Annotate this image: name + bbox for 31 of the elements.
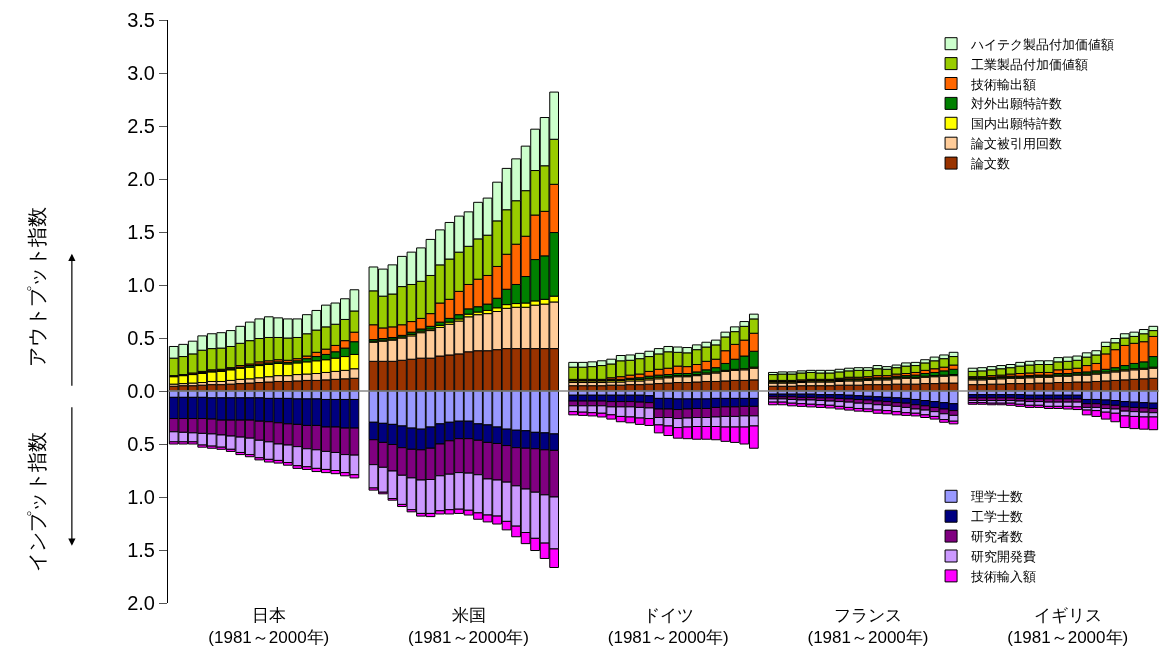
y-tick-label: 2.0	[127, 592, 155, 614]
y-tick-label: 3.0	[127, 62, 155, 84]
legend-label: 論文数	[971, 156, 1011, 172]
y-tick-label: 1.0	[127, 274, 155, 296]
x-tick-label: フランス (1981～2000年)	[807, 606, 929, 648]
y-tick-label: 1.5	[127, 539, 155, 561]
y-tick-label: 3.5	[127, 9, 155, 31]
x-tick-label: イギリス (1981～2000年)	[1007, 606, 1129, 648]
legend-label: 工学士数	[971, 509, 1024, 525]
x-tick-label: 米国 (1981～2000年)	[408, 606, 530, 648]
text: アウトプット指数	[26, 207, 49, 368]
y-tick-label: 1.5	[127, 221, 155, 243]
legend-label: 研究開発費	[971, 549, 1037, 565]
legend-label: 国内出願特許数	[971, 116, 1063, 132]
legend-label: 研究者数	[971, 529, 1024, 545]
y-tick-label: 2.5	[127, 115, 155, 137]
y-tick-label: 0.5	[127, 327, 155, 349]
y-tick-label: 1.0	[127, 486, 155, 508]
legend-label: 技術輸出額	[970, 76, 1037, 92]
y-tick-label: 0.0	[127, 380, 155, 402]
x-tick-label: ドイツ (1981～2000年)	[607, 606, 729, 648]
y-tick-label: 2.0	[127, 168, 155, 190]
legend-label: 理学士数	[971, 489, 1024, 505]
legend-label: 工業製品付加価値額	[971, 56, 1089, 72]
legend-label: 論文被引用回数	[971, 136, 1063, 152]
legend-label: 技術輸入額	[970, 568, 1037, 584]
legend-label: ハイテク製品付加価値額	[970, 36, 1115, 52]
legend-label: 対外出願特許数	[971, 96, 1063, 112]
y-tick-label: 0.5	[127, 433, 155, 455]
x-tick-label: 日本 (1981～2000年)	[208, 606, 330, 648]
text: インプット指数	[26, 431, 49, 572]
